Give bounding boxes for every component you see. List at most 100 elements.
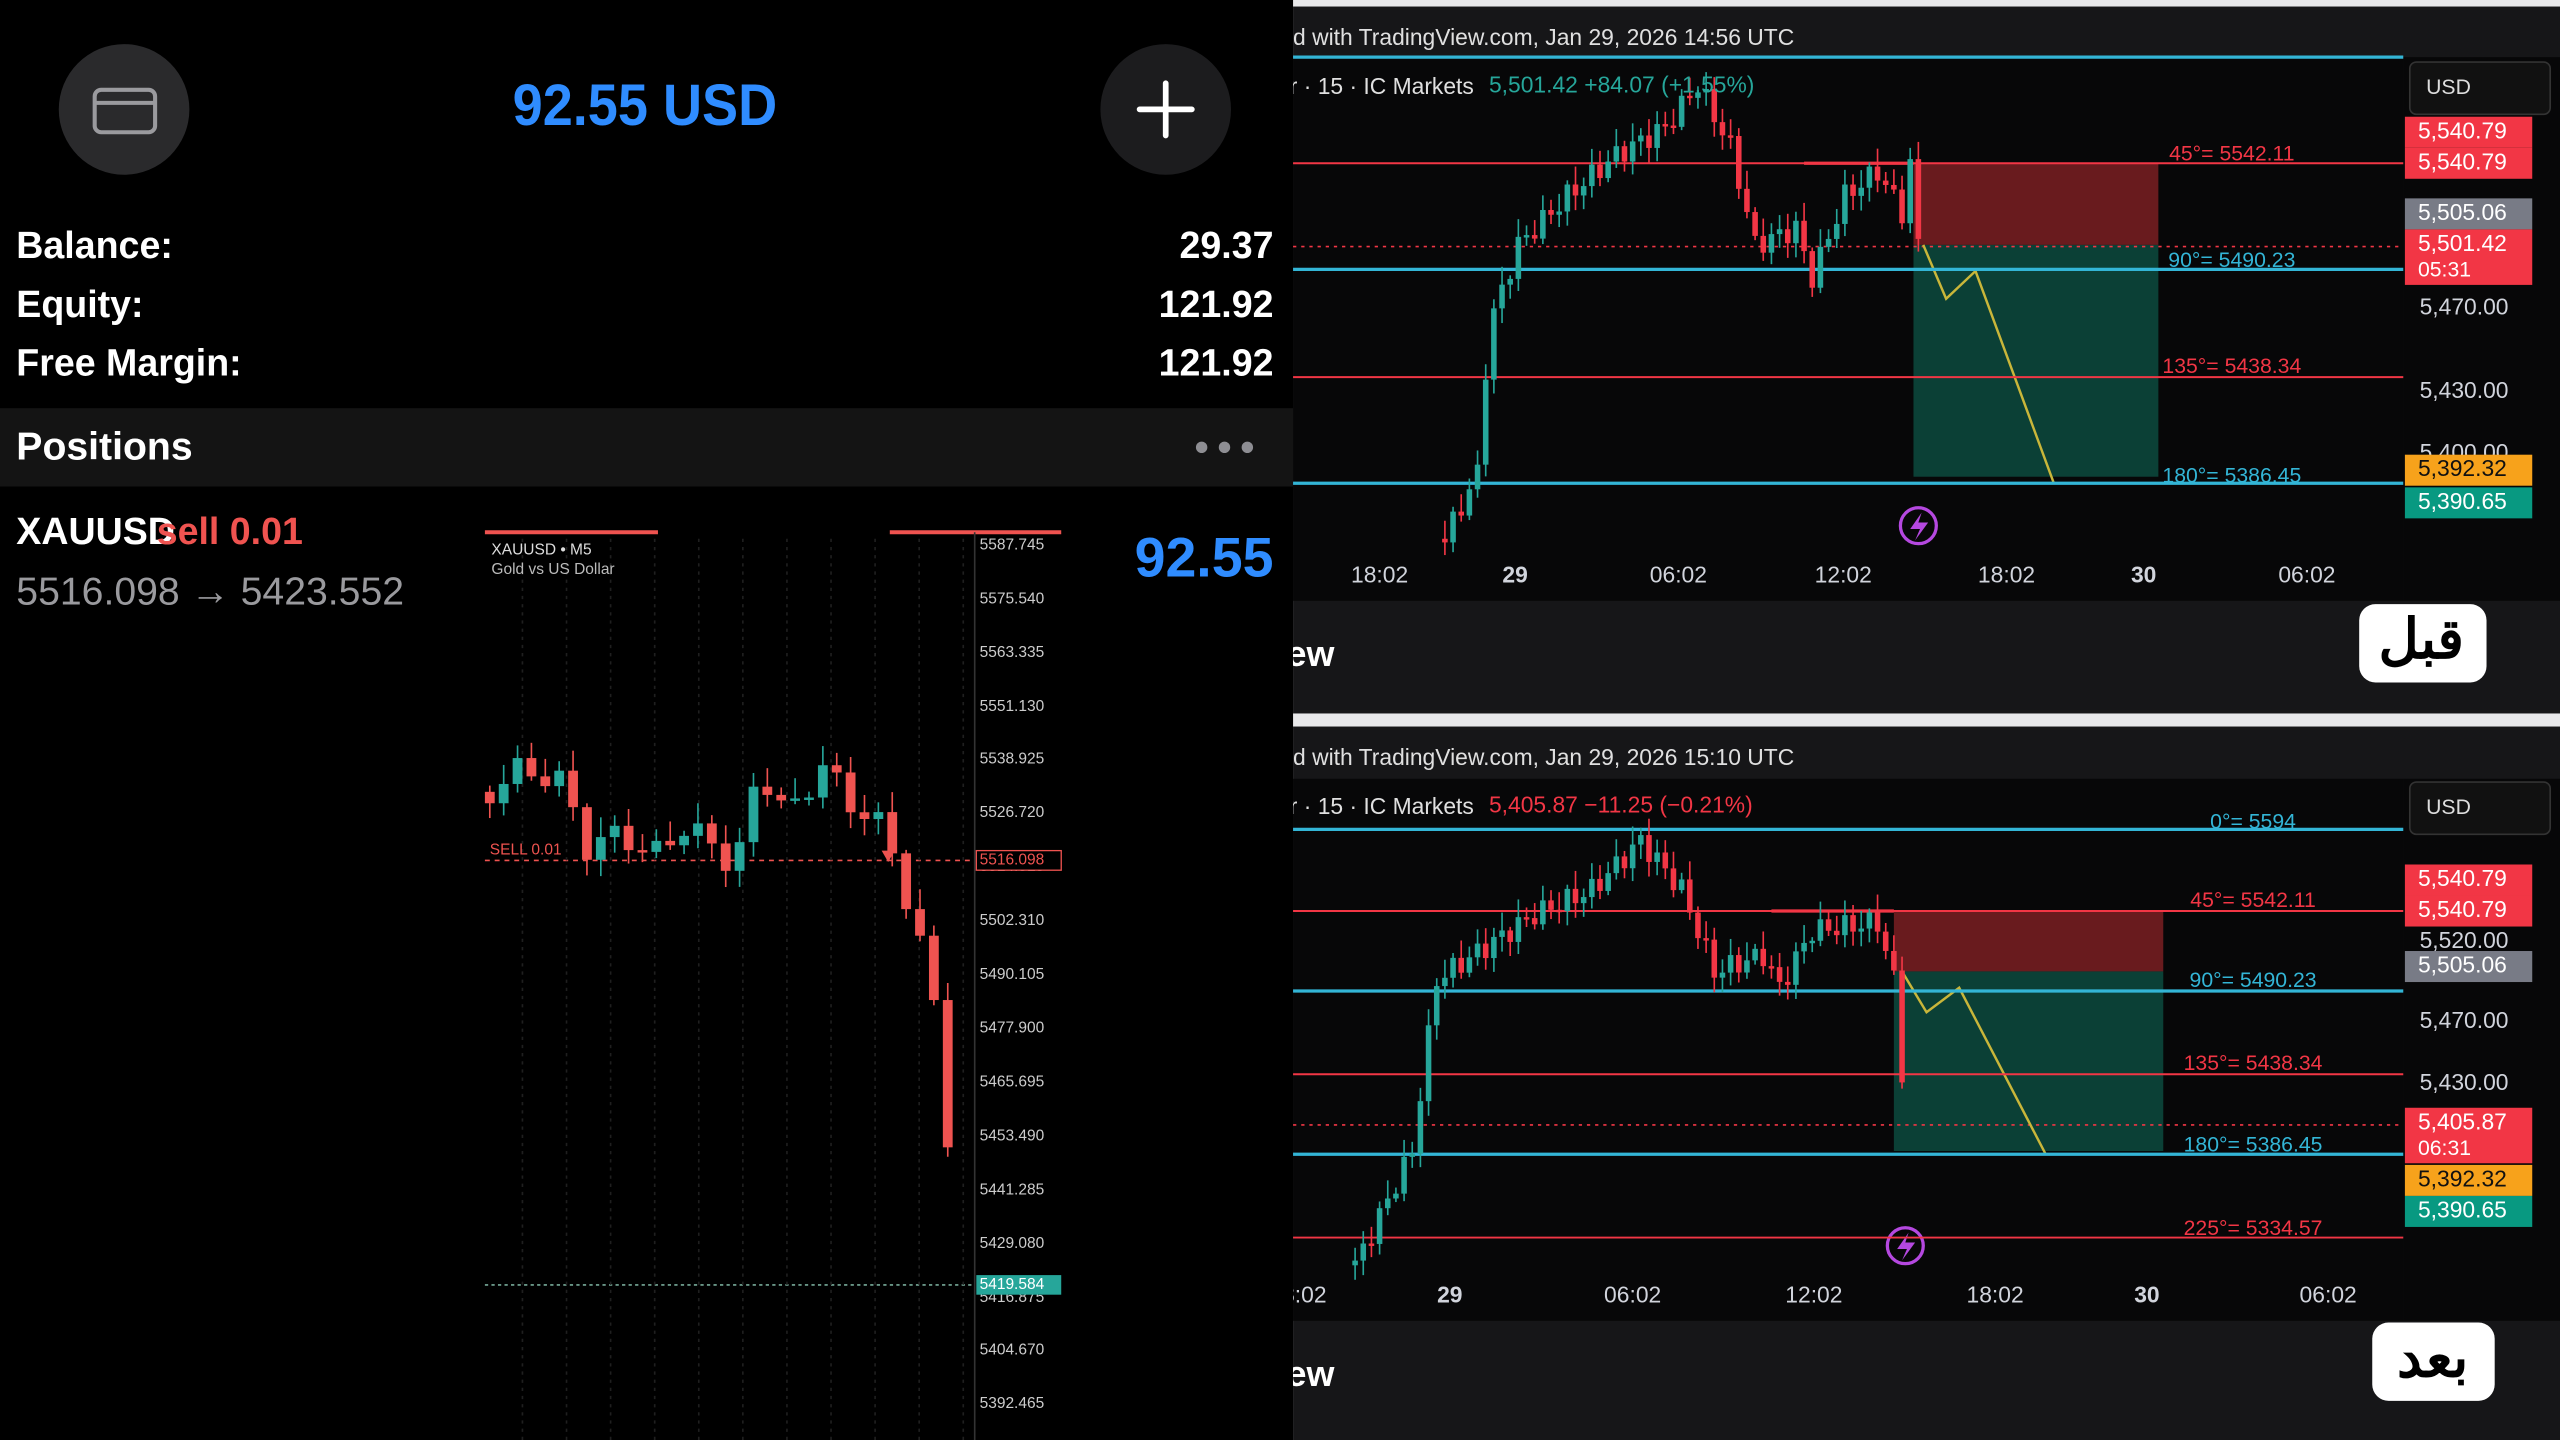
candle-body [1597, 164, 1603, 179]
candle-body [1809, 940, 1816, 944]
level-label: 135°= 5438.34 [2162, 355, 2301, 378]
countdown: 05:31 [2418, 259, 2471, 282]
candle-body [734, 842, 745, 871]
candle-body [1523, 235, 1530, 238]
candle-body [1760, 948, 1767, 967]
candle-body [1548, 209, 1554, 215]
candle-body [1638, 835, 1644, 845]
alert-icon[interactable] [1885, 1226, 1925, 1266]
time-label: 29 [1502, 561, 1527, 587]
candle-body [512, 758, 523, 784]
alert-icon[interactable] [1898, 506, 1938, 546]
candle-body [1776, 967, 1783, 982]
badge-label: 5,540.79 [2418, 148, 2507, 174]
price-label: 5392.465 [980, 1395, 1045, 1412]
candle-body [1629, 844, 1636, 869]
chart-description: Gold vs US Dollar [491, 561, 614, 578]
candle-body [1466, 957, 1473, 973]
candle-body [1605, 161, 1611, 179]
more-menu[interactable] [1195, 441, 1254, 454]
candle-body [1662, 852, 1669, 869]
stop-zone [1893, 911, 2164, 972]
candle-body [1507, 278, 1513, 285]
candle-body [748, 786, 759, 843]
price-badge [2404, 1164, 2533, 1196]
candle-body [1368, 1243, 1375, 1246]
candle-body [1833, 223, 1840, 239]
panel-after: d with TradingView.com, Jan 29, 2026 15:… [1287, 726, 2560, 1440]
candle-body [1393, 1193, 1399, 1199]
dot [1241, 441, 1254, 454]
footer: ew [1287, 1353, 1335, 1394]
price-label: 5502.310 [980, 912, 1045, 929]
scale-label: 5,470.00 [2420, 1007, 2509, 1033]
candle-body [637, 850, 648, 853]
candle-body [1540, 209, 1546, 239]
candle-body [1474, 943, 1481, 958]
candle-body [1711, 89, 1718, 123]
candle-body [1703, 938, 1709, 941]
entry-tag-bg [975, 849, 1062, 871]
candle-body [1662, 124, 1669, 127]
candle-body [1809, 251, 1816, 288]
candle-body [1899, 189, 1905, 224]
candle-body [1703, 89, 1709, 93]
candle-body [1793, 951, 1799, 985]
candle-body [1858, 187, 1865, 196]
candle-body [1801, 942, 1807, 952]
candle-body [1719, 122, 1726, 136]
chart-area [1293, 57, 2404, 601]
wallet-button[interactable] [58, 44, 190, 175]
candle-body [1744, 188, 1750, 213]
tag: قبل [2379, 608, 2464, 670]
legend: r · 15 · IC Markets [1290, 793, 1474, 819]
order-label: SELL 0.01 [490, 842, 562, 859]
candle-body [1482, 379, 1489, 465]
candle-body [1646, 835, 1652, 862]
time-label: 18:02 [1351, 561, 1408, 587]
candle-body [1564, 184, 1571, 212]
candle-body [762, 786, 773, 795]
price-badge [2404, 229, 2533, 285]
candle-body [1629, 141, 1636, 162]
currency: USD [2426, 796, 2471, 819]
candle-body [790, 798, 800, 801]
symbol: XAUUSD [16, 510, 175, 552]
badge-label: 5,505.06 [2418, 199, 2507, 225]
candle-body [1556, 211, 1562, 215]
currency: USD [2426, 76, 2471, 99]
badge-label: 5,540.79 [2418, 865, 2507, 891]
row-value: 121.92 [1159, 283, 1274, 325]
candle-body [1482, 943, 1489, 959]
price-label: 5429.080 [980, 1235, 1045, 1252]
candle-body [1687, 879, 1693, 913]
candle-body [498, 783, 509, 804]
candle-body [1352, 1260, 1358, 1266]
candle-body [1915, 159, 1922, 239]
badge-label: 5,392.32 [2418, 455, 2507, 481]
quote: 5,501.42 +84.07 (+1.55%) [1489, 72, 1754, 98]
candle-body [554, 770, 565, 787]
price-label: 5587.745 [980, 536, 1045, 553]
row-label: Balance: [16, 224, 173, 266]
candle-body [1670, 868, 1677, 891]
candle-body [568, 770, 578, 808]
candle-body [1621, 856, 1628, 869]
side: sell 0.01 [157, 510, 303, 552]
scale-label: 5,520.00 [2420, 927, 2509, 953]
badge-label: 5,505.06 [2418, 952, 2507, 978]
candle-body [845, 772, 856, 813]
candle-body [1784, 229, 1791, 244]
entry-tag: 5516.098 [980, 852, 1045, 869]
positions-bar [0, 408, 1294, 487]
candle-body [1695, 92, 1701, 98]
price-label: 5465.695 [980, 1074, 1045, 1091]
level-label: 0°= 5594 [2210, 810, 2296, 833]
chart-symbol: XAUUSD • M5 [491, 541, 591, 558]
level-label: 90°= 5490.23 [2190, 969, 2317, 992]
candle-body [1695, 912, 1701, 939]
candle-body [1425, 1025, 1432, 1102]
candle-body [1613, 856, 1620, 874]
candle-body [1401, 1156, 1407, 1194]
candle-body [1858, 928, 1865, 932]
